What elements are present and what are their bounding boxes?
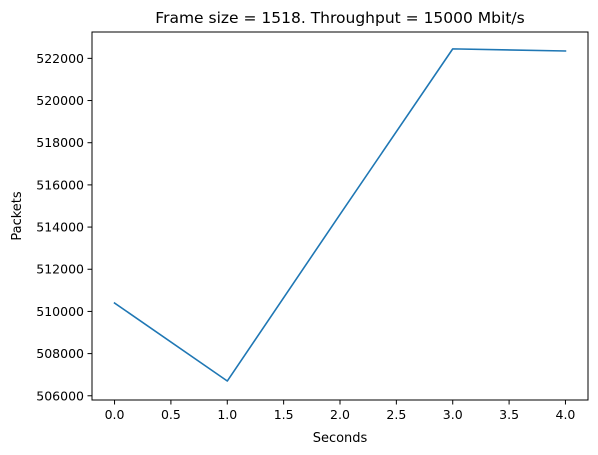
y-tick-label: 520000	[36, 93, 84, 108]
x-tick-label: 1.5	[274, 407, 294, 422]
plot-frame	[91, 31, 589, 401]
y-tick-label: 510000	[36, 304, 84, 319]
series-line	[113, 48, 567, 382]
x-axis: 0.0 0.5 1.0 1.5 2.0 2.5 3.0 3.5 4.0	[105, 400, 576, 422]
x-tick-label: 3.5	[499, 407, 519, 422]
x-axis-label: Seconds	[313, 431, 368, 446]
x-tick-label: 3.0	[443, 407, 463, 422]
y-tick-label: 522000	[36, 51, 84, 66]
plot-area	[113, 48, 567, 382]
y-tick-label: 512000	[36, 262, 84, 277]
y-tick-label: 518000	[36, 135, 84, 150]
x-tick-label: 2.5	[386, 407, 406, 422]
chart-title: Frame size = 1518. Throughput = 15000 Mb…	[155, 9, 524, 27]
x-tick-label: 2.0	[330, 407, 350, 422]
x-tick-label: 1.0	[217, 407, 237, 422]
x-tick-label: 4.0	[556, 407, 576, 422]
y-tick-label: 516000	[36, 177, 84, 192]
y-axis: 506000 508000 510000 512000 514000 516000 5180…	[36, 51, 92, 403]
y-tick-label: 514000	[36, 220, 84, 235]
y-tick-label: 506000	[36, 388, 84, 403]
y-axis-label: Packets	[10, 191, 25, 241]
x-tick-label: 0.5	[161, 407, 181, 422]
x-tick-label: 0.0	[105, 407, 125, 422]
y-tick-label: 508000	[36, 346, 84, 361]
